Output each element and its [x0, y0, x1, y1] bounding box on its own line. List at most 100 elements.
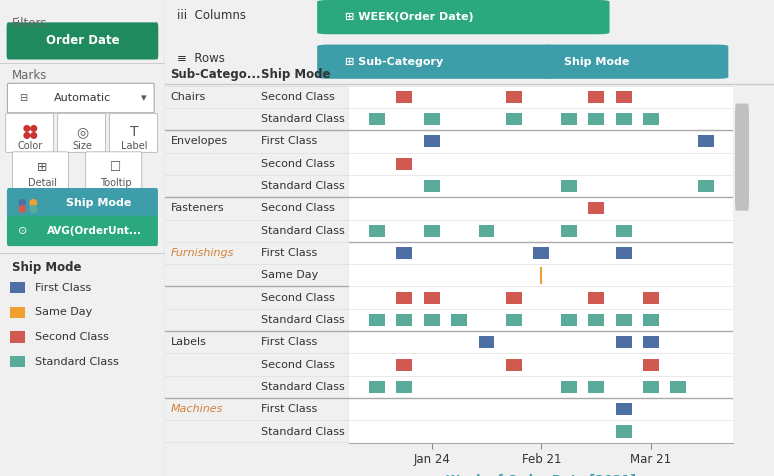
- Bar: [561, 225, 577, 237]
- Text: Machines: Machines: [170, 404, 223, 414]
- Bar: [698, 180, 714, 192]
- Text: Label: Label: [121, 141, 148, 151]
- Bar: [588, 113, 604, 125]
- Text: ⊞ Sub-Category: ⊞ Sub-Category: [344, 57, 443, 67]
- Bar: [615, 247, 632, 259]
- Text: Filters: Filters: [12, 17, 47, 30]
- Bar: [561, 314, 577, 326]
- Text: Standard Class: Standard Class: [261, 181, 344, 191]
- Text: ⬤: ⬤: [17, 204, 26, 213]
- FancyBboxPatch shape: [110, 113, 157, 152]
- Bar: [478, 336, 495, 348]
- FancyBboxPatch shape: [7, 188, 158, 218]
- Bar: [615, 403, 632, 415]
- Bar: [615, 113, 632, 125]
- Text: Order Date: Order Date: [46, 34, 119, 48]
- Text: ⬤: ⬤: [29, 198, 37, 207]
- Text: Standard Class: Standard Class: [261, 315, 344, 325]
- Text: ⬤: ⬤: [17, 198, 26, 207]
- Text: Second Class: Second Class: [261, 359, 334, 369]
- Bar: [396, 381, 413, 393]
- Bar: [506, 314, 522, 326]
- Text: Envelopes: Envelopes: [170, 137, 228, 147]
- Text: Second Class: Second Class: [261, 203, 334, 213]
- Bar: [588, 202, 604, 214]
- FancyBboxPatch shape: [7, 22, 158, 60]
- Bar: [643, 358, 659, 371]
- Text: Fasteners: Fasteners: [170, 203, 224, 213]
- Bar: [396, 314, 413, 326]
- Bar: [423, 292, 440, 304]
- Text: First Class: First Class: [261, 337, 317, 347]
- Text: Ship Mode: Ship Mode: [12, 261, 81, 274]
- Text: Second Class: Second Class: [261, 293, 334, 303]
- Bar: [369, 314, 385, 326]
- Text: Same Day: Same Day: [35, 307, 92, 317]
- Bar: [369, 225, 385, 237]
- Text: Sub-Catego...: Sub-Catego...: [170, 68, 261, 81]
- Bar: [423, 314, 440, 326]
- Text: Standard Class: Standard Class: [261, 114, 344, 124]
- FancyBboxPatch shape: [10, 307, 25, 318]
- Bar: [369, 113, 385, 125]
- Bar: [588, 314, 604, 326]
- Bar: [533, 247, 550, 259]
- Bar: [615, 225, 632, 237]
- Text: ⊞: ⊞: [37, 161, 47, 174]
- Bar: [615, 91, 632, 103]
- Bar: [423, 180, 440, 192]
- FancyBboxPatch shape: [735, 104, 749, 210]
- Text: First Class: First Class: [261, 404, 317, 414]
- Text: ▾: ▾: [141, 93, 146, 103]
- Bar: [423, 225, 440, 237]
- FancyBboxPatch shape: [539, 45, 728, 79]
- Text: iii  Columns: iii Columns: [177, 9, 246, 22]
- FancyBboxPatch shape: [7, 216, 158, 246]
- Bar: [698, 136, 714, 148]
- Text: First Class: First Class: [261, 137, 317, 147]
- Bar: [561, 381, 577, 393]
- Text: Size: Size: [73, 141, 92, 151]
- Bar: [643, 292, 659, 304]
- Text: ⊞ WEEK(Order Date): ⊞ WEEK(Order Date): [344, 12, 473, 22]
- FancyBboxPatch shape: [317, 0, 610, 34]
- Bar: [396, 292, 413, 304]
- Text: Second Class: Second Class: [261, 159, 334, 169]
- Bar: [561, 180, 577, 192]
- Text: ⬤⬤: ⬤⬤: [22, 131, 39, 139]
- Bar: [615, 336, 632, 348]
- Bar: [396, 91, 413, 103]
- Text: AVG(OrderUnt...: AVG(OrderUnt...: [46, 226, 142, 236]
- Text: ⬤: ⬤: [29, 204, 37, 213]
- Bar: [369, 381, 385, 393]
- Text: Second Class: Second Class: [35, 332, 108, 342]
- Text: Ship Mode: Ship Mode: [563, 57, 629, 67]
- Bar: [643, 314, 659, 326]
- Bar: [561, 113, 577, 125]
- Text: Labels: Labels: [170, 337, 207, 347]
- Text: ⊟: ⊟: [19, 93, 27, 103]
- Bar: [478, 225, 495, 237]
- Text: Same Day: Same Day: [261, 270, 318, 280]
- Bar: [396, 158, 413, 170]
- FancyBboxPatch shape: [10, 356, 25, 367]
- Text: Standard Class: Standard Class: [35, 357, 118, 367]
- Bar: [396, 247, 413, 259]
- Bar: [588, 91, 604, 103]
- Bar: [615, 426, 632, 437]
- FancyBboxPatch shape: [5, 113, 53, 152]
- Bar: [423, 113, 440, 125]
- Bar: [643, 113, 659, 125]
- FancyBboxPatch shape: [10, 331, 25, 343]
- Text: ≡  Rows: ≡ Rows: [177, 52, 225, 65]
- Bar: [506, 113, 522, 125]
- Bar: [643, 336, 659, 348]
- Text: Ship Mode: Ship Mode: [67, 198, 132, 208]
- Bar: [506, 292, 522, 304]
- Text: ◎: ◎: [77, 125, 88, 139]
- Text: Automatic: Automatic: [54, 93, 111, 103]
- Bar: [670, 381, 687, 393]
- FancyBboxPatch shape: [8, 83, 154, 113]
- Text: ⊙: ⊙: [19, 226, 28, 236]
- FancyBboxPatch shape: [86, 152, 142, 189]
